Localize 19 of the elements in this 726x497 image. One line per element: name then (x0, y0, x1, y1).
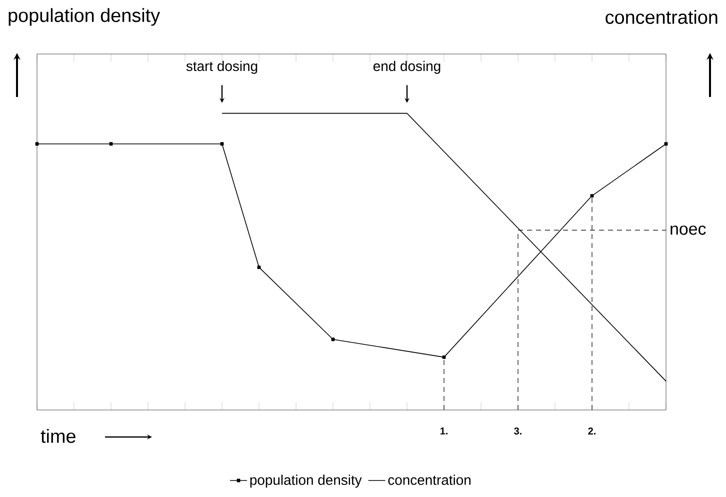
x-axis-title: time (40, 429, 76, 443)
point (220, 142, 224, 146)
x-tick-label: 2. (588, 428, 596, 434)
point (331, 338, 335, 342)
point (442, 355, 446, 359)
ref-line-label: noec (670, 226, 706, 235)
point (35, 142, 39, 146)
legend-label: population density (250, 474, 362, 488)
point (257, 266, 261, 269)
point (664, 142, 668, 146)
point (590, 194, 594, 198)
y2-axis-title: concentration (606, 10, 718, 24)
legend-label: concentration (388, 474, 470, 485)
text: start dosing (186, 60, 258, 74)
y-axis-title: population density (8, 8, 160, 26)
x-tick-label: 1. (440, 428, 448, 434)
text: end dosing (373, 60, 440, 74)
point (109, 142, 113, 146)
x-tick-label: 3. (514, 428, 522, 435)
